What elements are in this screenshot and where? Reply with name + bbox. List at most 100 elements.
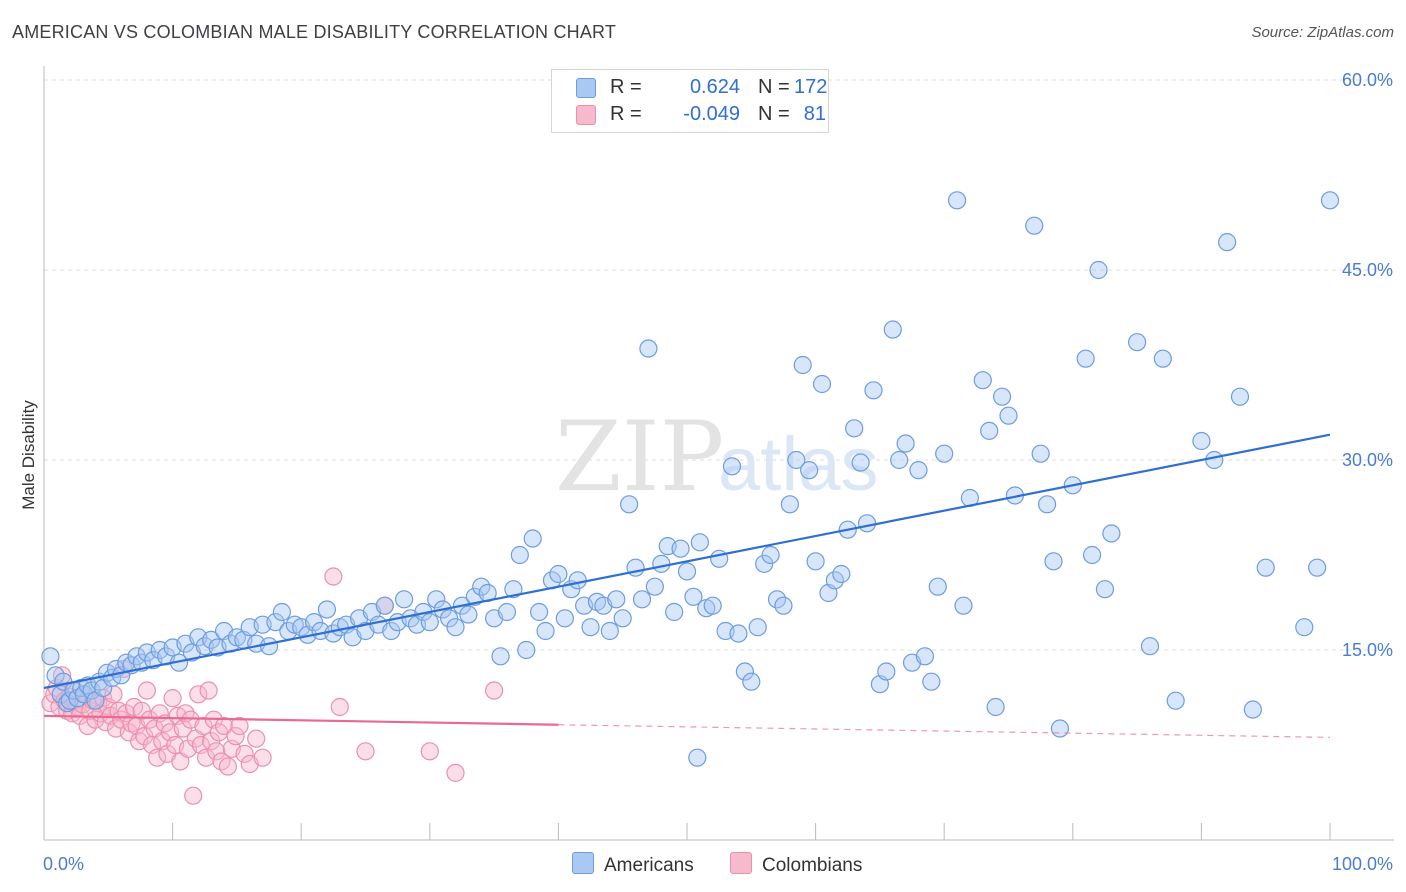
watermark-zip: ZIP	[555, 401, 724, 513]
american-point	[1243, 700, 1262, 719]
colombian-point	[163, 689, 182, 708]
american-point	[1025, 216, 1044, 235]
colombian-point	[235, 744, 254, 763]
american-point	[922, 672, 941, 691]
american-point	[864, 381, 883, 400]
colombian-point	[226, 727, 245, 746]
american-point	[832, 564, 851, 584]
american-point	[787, 450, 806, 470]
colombian-point	[184, 786, 203, 805]
american-point	[259, 637, 279, 656]
colombian-point	[207, 742, 226, 761]
colombian-point	[230, 716, 249, 736]
american-point	[568, 571, 587, 590]
american-point	[382, 621, 401, 641]
colombian-point	[194, 716, 213, 736]
legend-r-label: R =	[610, 103, 642, 125]
american-point	[555, 609, 574, 628]
bottom-legend-swatch-colombians	[730, 852, 752, 874]
american-point	[1153, 349, 1172, 368]
american-point	[394, 590, 414, 609]
american-point	[703, 596, 722, 615]
american-point	[632, 590, 652, 609]
bottom-legend-americans: Americans	[572, 852, 694, 877]
american-point	[896, 434, 915, 453]
american-point	[1230, 387, 1250, 406]
american-point	[536, 621, 555, 641]
american-point	[517, 640, 536, 660]
american-point	[1095, 580, 1115, 599]
bottom-legend-colombians: Colombians	[730, 852, 862, 877]
american-point	[1205, 450, 1224, 470]
x-tick-label: 0.0%	[43, 854, 84, 874]
american-point	[947, 191, 967, 210]
colombian-point	[218, 757, 237, 776]
american-point	[671, 539, 690, 558]
american-point	[607, 590, 626, 609]
american-point	[375, 596, 394, 615]
colombian-point	[485, 681, 504, 700]
legend-swatch-americans	[576, 78, 596, 98]
trend-lines	[43, 433, 1331, 738]
american-point	[915, 647, 935, 666]
american-point	[491, 647, 510, 666]
american-point	[729, 624, 748, 643]
american-point	[600, 621, 619, 641]
american-point	[1218, 233, 1237, 252]
american-point	[581, 618, 600, 637]
american-point	[973, 371, 992, 390]
colombian-point	[140, 710, 159, 729]
american-point	[883, 320, 902, 339]
colombian-point	[420, 742, 439, 761]
american-point	[1089, 260, 1108, 280]
american-point	[1308, 558, 1327, 577]
legend-r-value: -0.049	[683, 103, 740, 125]
american-point	[1082, 545, 1102, 565]
american-point	[1256, 558, 1275, 577]
y-tick-label: 15.0%	[1342, 640, 1393, 660]
colombian-point	[247, 729, 266, 748]
american-point	[1031, 444, 1050, 463]
legend-n-label: N =	[758, 76, 790, 98]
american-point	[272, 602, 292, 622]
watermark: ZIP atlas	[555, 401, 879, 513]
american-point	[1192, 431, 1211, 451]
legend: R = 0.624 N = 172 R = -0.049 N = 81	[551, 69, 829, 133]
colombian-point	[214, 716, 234, 736]
american-point	[755, 554, 774, 573]
american-point	[620, 495, 639, 514]
american-point	[1037, 495, 1057, 514]
american-point	[523, 529, 542, 548]
legend-r-value: 0.624	[689, 76, 740, 98]
colombian-point	[137, 681, 156, 700]
colombian-point	[189, 685, 208, 704]
axes	[43, 66, 1394, 841]
bottom-legend-swatch-americans	[572, 852, 594, 874]
legend-swatch-colombians	[576, 105, 596, 125]
colombian-point	[330, 697, 349, 717]
american-point	[761, 545, 780, 565]
american-point	[780, 495, 799, 514]
american-point	[735, 662, 754, 681]
american-point	[459, 605, 478, 624]
tick-labels: 15.0% 30.0% 45.0% 60.0% 0.0% 100.0%	[43, 70, 1393, 874]
american-point	[877, 662, 896, 681]
american-point	[1295, 618, 1314, 637]
american-point	[954, 596, 973, 615]
american-point	[439, 609, 459, 628]
american-point	[980, 421, 999, 440]
american-point	[1140, 637, 1160, 656]
american-point	[1076, 349, 1095, 368]
american-point	[800, 461, 819, 480]
american-point	[427, 590, 446, 609]
american-point	[999, 406, 1018, 425]
americans-trend-line	[43, 433, 1331, 690]
american-point	[812, 374, 832, 394]
colombian-point	[356, 742, 375, 761]
american-point	[851, 453, 870, 472]
american-point	[935, 444, 954, 463]
bottom-legend-label-colombians: Colombians	[762, 855, 863, 876]
american-point	[806, 552, 825, 571]
legend-n-value: 172	[794, 76, 828, 98]
